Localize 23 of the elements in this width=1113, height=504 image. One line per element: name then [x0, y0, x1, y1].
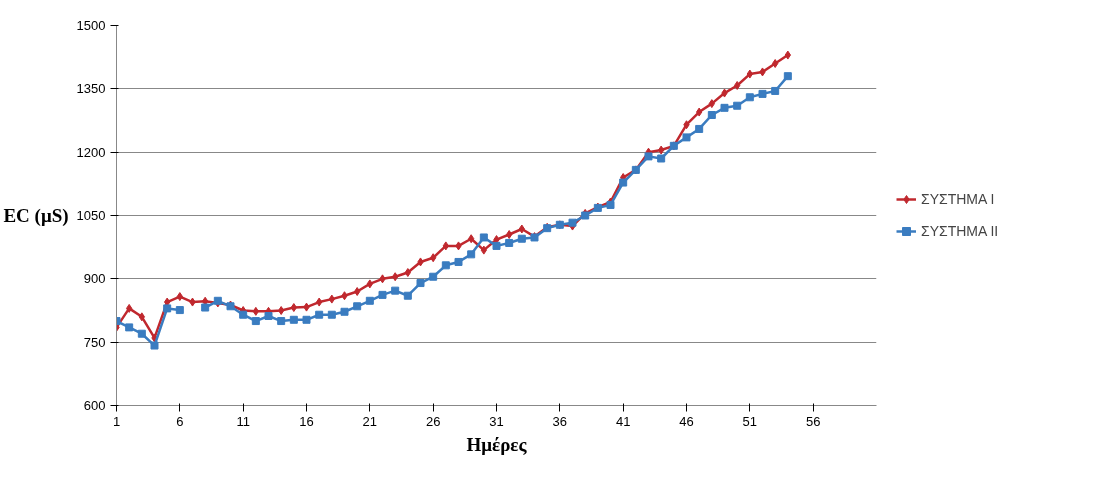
y-tick-label: 1350	[76, 81, 106, 97]
y-tick-label: 1500	[76, 18, 106, 33]
x-tick-label: 26	[425, 413, 441, 429]
x-tick-label: 6	[176, 413, 184, 429]
x-tick-label: 51	[742, 413, 758, 429]
legend-label: ΣΥΣΤΗΜΑ Ι	[921, 191, 995, 207]
x-axis-title: Ημέρες	[466, 433, 528, 455]
x-tick-label: 36	[552, 413, 568, 429]
y-tick-label: 600	[83, 398, 106, 413]
x-tick-label: 16	[299, 413, 314, 429]
x-tick-label: 1	[112, 413, 121, 429]
y-tick-label: 1050	[76, 208, 106, 223]
y-tick-label: 750	[83, 334, 106, 350]
x-tick-label: 46	[679, 413, 694, 429]
y-tick-label: 1200	[76, 144, 106, 160]
x-tick-label: 11	[236, 413, 250, 429]
legend-label: ΣΥΣΤΗΜΑ ΙΙ	[921, 223, 999, 239]
x-tick-label: 41	[615, 413, 631, 429]
y-axis-title: EC (μS)	[3, 205, 69, 227]
x-tick-label: 56	[805, 413, 821, 429]
x-tick-label: 31	[489, 413, 504, 429]
x-tick-label: 21	[362, 413, 378, 429]
y-tick-label: 900	[83, 271, 106, 287]
